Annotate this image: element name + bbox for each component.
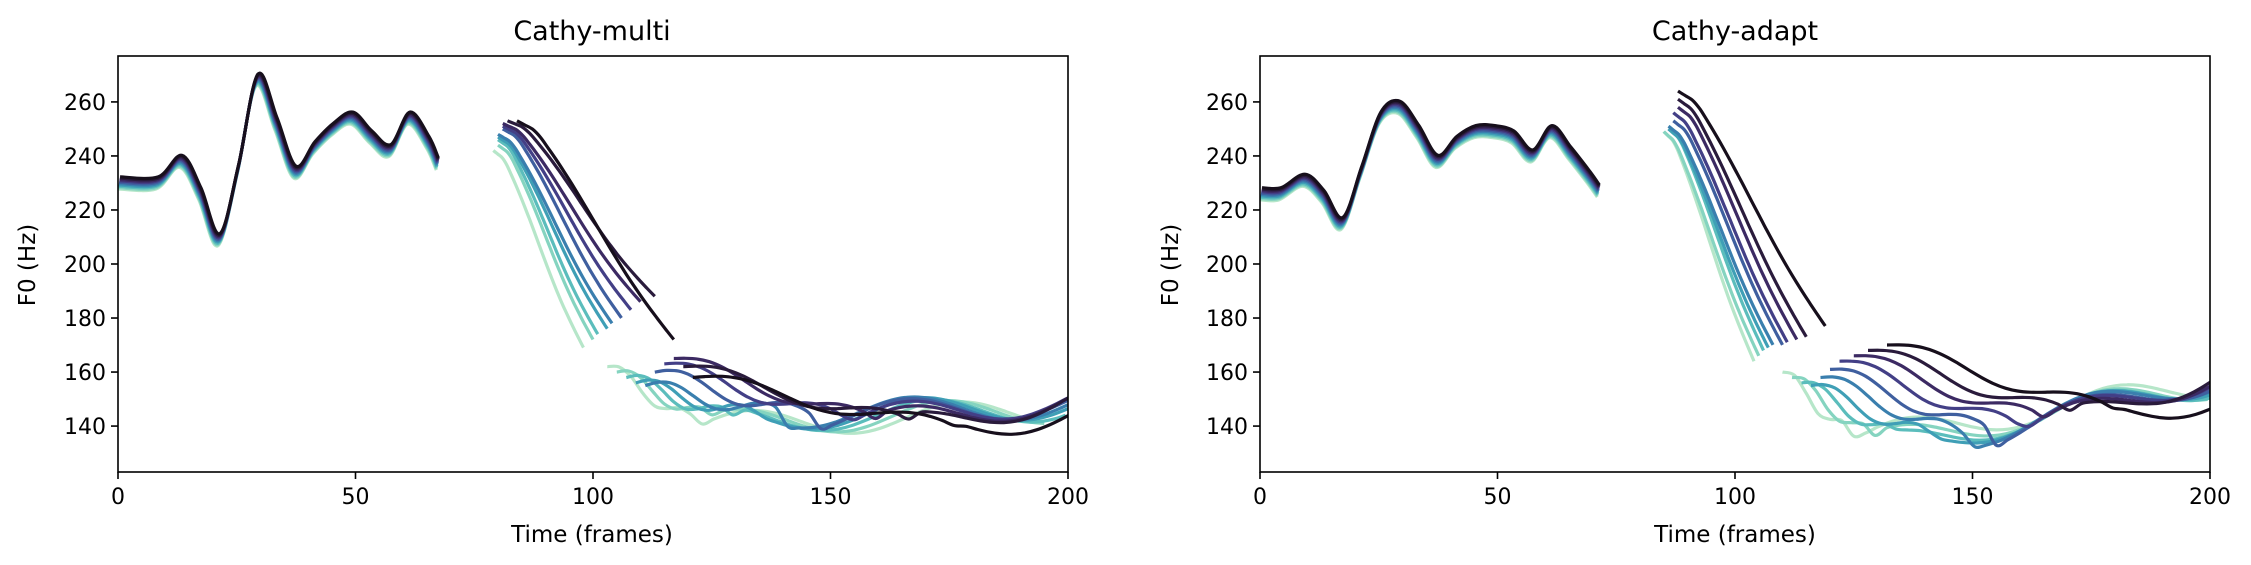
series-line	[506, 119, 656, 298]
series-line	[118, 79, 439, 244]
series-line	[118, 81, 439, 245]
series-line	[118, 82, 438, 247]
series-line	[501, 124, 633, 311]
y-tick-label: 240	[64, 145, 106, 170]
series-line	[1662, 130, 1761, 357]
y-tick-label: 260	[1206, 91, 1248, 116]
y-tick-label: 180	[1206, 307, 1248, 332]
x-axis-label: Time (frames)	[510, 522, 673, 548]
series-line	[1677, 106, 1799, 341]
x-tick-label: 100	[572, 485, 614, 510]
series-line	[1261, 104, 1600, 225]
x-tick-label: 0	[1253, 485, 1267, 510]
panel-cathy-multi: Cathy-multi Time (frames) F0 (Hz) 0 50 100…	[15, 16, 1089, 548]
y-axis-label: F0 (Hz)	[15, 224, 41, 307]
series-line	[497, 135, 609, 330]
series-line	[501, 127, 623, 319]
y-tick-label: 180	[64, 307, 106, 332]
series-line	[1839, 359, 2210, 429]
x-tick-label: 150	[1952, 485, 1994, 510]
series-line	[1667, 127, 1770, 349]
panel-cathy-adapt: Cathy-adapt Time (frames) F0 (Hz) 0 50 100…	[1158, 16, 2231, 548]
series-line	[1820, 375, 2210, 450]
series-line	[1829, 367, 2210, 448]
series-line	[1260, 107, 1600, 228]
series-line	[497, 143, 595, 341]
series-line	[1677, 97, 1808, 338]
y-tick-label: 260	[64, 91, 106, 116]
series-line	[1672, 111, 1789, 344]
series-line	[516, 119, 676, 341]
y-tick-label: 240	[1206, 145, 1248, 170]
chart-title: Cathy-multi	[513, 16, 670, 47]
y-tick-label: 220	[64, 199, 106, 224]
y-axis-label: F0 (Hz)	[1158, 224, 1184, 307]
series-line	[119, 77, 439, 241]
series-line	[1260, 105, 1600, 227]
y-tick-label: 140	[1206, 415, 1248, 440]
x-tick-label: 200	[1047, 485, 1089, 510]
y-tick-label: 160	[64, 361, 106, 386]
series-line	[502, 122, 642, 303]
series-line	[1262, 98, 1601, 220]
x-tick-label: 200	[2189, 485, 2231, 510]
x-tick-label: 50	[342, 485, 370, 510]
series-line	[1672, 119, 1784, 346]
y-tick-label: 160	[1206, 361, 1248, 386]
series-line	[1667, 124, 1775, 346]
series-lines	[118, 71, 1068, 436]
x-tick-label: 100	[1714, 485, 1756, 510]
x-tick-label: 150	[810, 485, 852, 510]
series-line	[683, 364, 1068, 425]
x-tick-label: 50	[1484, 485, 1512, 510]
x-tick-label: 0	[111, 485, 125, 510]
y-tick-label: 200	[64, 253, 106, 278]
series-line	[1867, 348, 2210, 412]
series-line	[1782, 370, 2187, 439]
y-tick-label: 140	[64, 415, 106, 440]
series-line	[497, 132, 614, 325]
series-line	[497, 138, 600, 335]
x-axis-label: Time (frames)	[1653, 522, 1816, 548]
series-line	[118, 78, 439, 243]
series-line	[492, 149, 585, 349]
y-tick-label: 200	[1206, 253, 1248, 278]
series-line	[1886, 343, 2210, 420]
series-line	[1677, 89, 1827, 327]
series-line	[692, 374, 1068, 436]
chart-title: Cathy-adapt	[1652, 16, 1818, 47]
series-lines	[1260, 89, 2210, 450]
series-line	[120, 71, 440, 236]
series-line	[118, 83, 438, 248]
y-tick-label: 220	[1206, 199, 1248, 224]
